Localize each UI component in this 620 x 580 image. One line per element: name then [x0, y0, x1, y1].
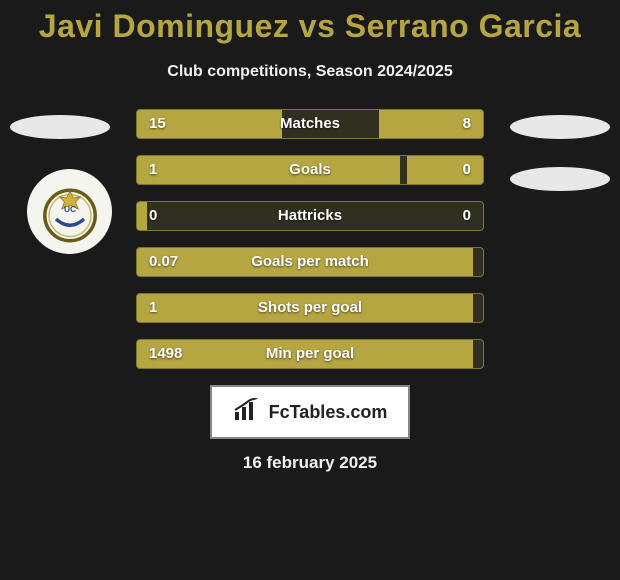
club-left-badge: UC	[27, 169, 112, 254]
stat-name: Matches	[137, 110, 483, 138]
stat-row: 1Shots per goal	[136, 293, 484, 323]
stat-row: 0.07Goals per match	[136, 247, 484, 277]
page-title: Javi Dominguez vs Serrano Garcia	[0, 0, 620, 45]
stat-name: Hattricks	[137, 202, 483, 230]
stat-label-wrap: Min per goal	[137, 340, 483, 368]
stat-label-wrap: Goals per match	[137, 248, 483, 276]
stat-rows: 158Matches 10Goals 00Hattricks 0.07Goals pe…	[136, 109, 484, 369]
stat-name: Goals per match	[137, 248, 483, 276]
stat-name: Goals	[137, 156, 483, 184]
brand-text: FcTables.com	[269, 402, 388, 423]
stat-row: 158Matches	[136, 109, 484, 139]
chart-icon	[233, 398, 261, 427]
stat-row: 1498Min per goal	[136, 339, 484, 369]
brand-box: FcTables.com	[210, 385, 410, 439]
club-right-avatar	[510, 167, 610, 191]
stat-label-wrap: Matches	[137, 110, 483, 138]
svg-text:UC: UC	[63, 204, 75, 214]
comparison-panel: UC 158Matches 10Goals 00Hattricks 0.07Goals…	[0, 109, 620, 473]
stat-row: 10Goals	[136, 155, 484, 185]
stat-label-wrap: Goals	[137, 156, 483, 184]
player-left-avatar	[10, 115, 110, 139]
stat-name: Min per goal	[137, 340, 483, 368]
date-text: 16 february 2025	[0, 453, 620, 473]
subtitle: Club competitions, Season 2024/2025	[0, 63, 620, 81]
stat-label-wrap: Hattricks	[137, 202, 483, 230]
player-right-avatar	[510, 115, 610, 139]
stat-label-wrap: Shots per goal	[137, 294, 483, 322]
stat-name: Shots per goal	[137, 294, 483, 322]
stat-row: 00Hattricks	[136, 201, 484, 231]
crest-icon: UC	[35, 177, 105, 247]
